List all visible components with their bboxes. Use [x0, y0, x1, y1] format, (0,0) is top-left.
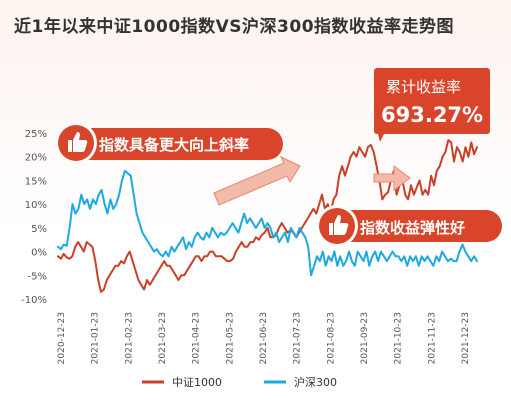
right-arrow-icon	[373, 165, 411, 191]
legend-label-2: 沪深300	[294, 375, 337, 389]
x-tick-label: 2021-09-23	[360, 312, 370, 364]
x-tick-label: 2021-08-23	[326, 312, 336, 364]
y-tick-label: 5%	[31, 224, 47, 235]
result-label: 累计收益率	[386, 78, 461, 96]
x-tick-label: 2021-11-23	[427, 312, 437, 364]
y-tick-label: 25%	[25, 129, 47, 140]
x-tick-label: 2020-12-23	[57, 312, 67, 364]
callout-2-text: 指数收益弹性好	[360, 219, 465, 237]
x-tick-label: 2021-04-23	[192, 312, 202, 364]
thumbs-up-icon	[329, 215, 349, 235]
x-tick-label: 2021-02-23	[124, 312, 134, 364]
series-line-1	[57, 139, 478, 293]
legend-label-1: 中证1000	[172, 376, 222, 389]
y-tick-label: 10%	[25, 200, 47, 211]
x-tick-label: 2021-01-23	[91, 312, 101, 364]
up-arrow-icon	[213, 155, 301, 206]
y-tick-label: 0%	[31, 248, 47, 259]
chart-title: 近1年以来中证1000指数VS沪深300指数收益率走势图	[14, 17, 455, 37]
y-tick-label: -5%	[28, 271, 47, 282]
x-tick-label: 2021-05-23	[225, 312, 235, 364]
x-tick-label: 2021-12-23	[461, 312, 471, 364]
x-tick-label: 2021-10-23	[394, 312, 404, 364]
y-tick-label: 15%	[25, 176, 47, 187]
callout-1-text: 指数具备更大向上斜率	[99, 136, 249, 154]
x-tick-label: 2021-03-23	[158, 312, 168, 364]
x-tick-label: 2021-06-23	[259, 312, 269, 364]
callout-1-bg	[68, 128, 283, 160]
y-tick-label: 20%	[25, 153, 47, 164]
y-tick-label: -10%	[21, 295, 47, 306]
x-tick-label: 2021-07-23	[293, 312, 303, 364]
callout-2-bg	[325, 210, 502, 242]
result-value: 693.27%	[381, 103, 483, 127]
result-box-tail	[378, 134, 384, 142]
result-box	[374, 68, 490, 134]
series-line-2	[57, 169, 478, 277]
thumbs-up-icon	[68, 132, 88, 152]
